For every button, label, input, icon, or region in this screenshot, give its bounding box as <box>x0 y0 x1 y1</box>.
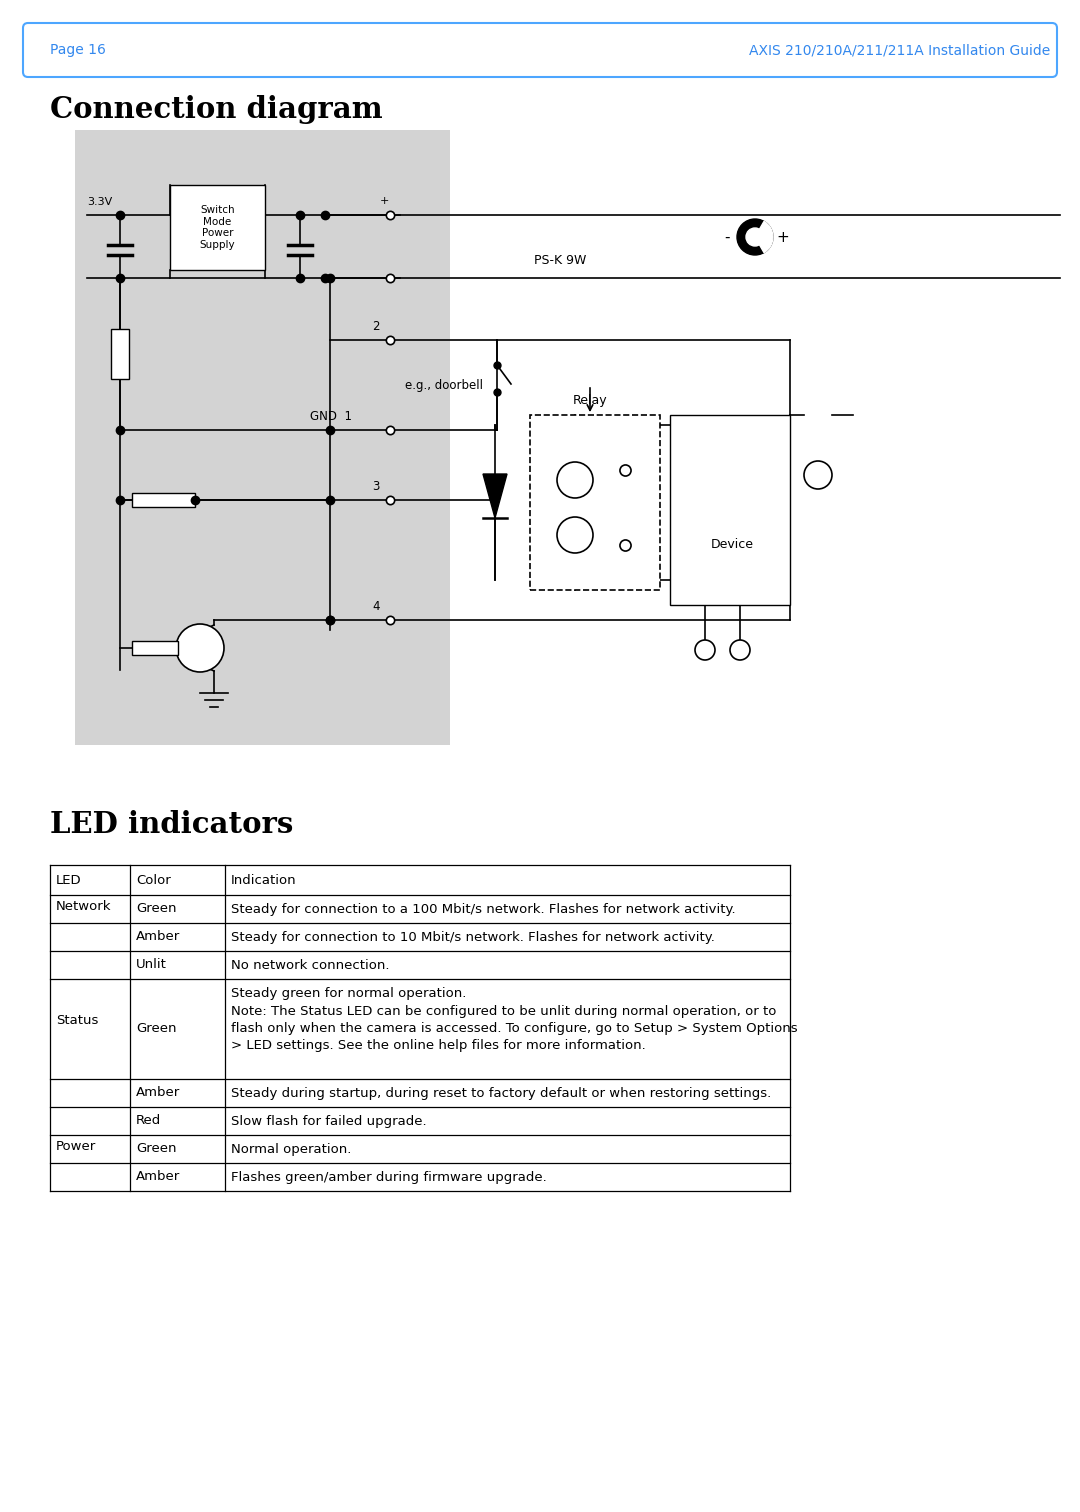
Bar <box>75 130 450 745</box>
Text: +: + <box>380 197 390 206</box>
Text: e.g., doorbell: e.g., doorbell <box>405 378 483 392</box>
Text: Amber: Amber <box>136 1170 180 1184</box>
Text: Steady green for normal operation.
Note: The Status LED can be configured to be : Steady green for normal operation. Note:… <box>231 987 798 1052</box>
Polygon shape <box>483 473 507 519</box>
Bar <box>530 414 660 590</box>
Circle shape <box>804 461 832 488</box>
Text: Green: Green <box>136 903 176 915</box>
Text: Network: Network <box>56 900 111 913</box>
Text: Status: Status <box>56 1015 98 1028</box>
Text: Green: Green <box>136 1022 176 1036</box>
Text: Steady for connection to 10 Mbit/s network. Flashes for network activity.: Steady for connection to 10 Mbit/s netwo… <box>231 931 715 943</box>
Circle shape <box>176 624 224 671</box>
Text: -: - <box>725 230 730 245</box>
Bar <box>670 414 789 605</box>
Text: Flashes green/amber during firmware upgrade.: Flashes green/amber during firmware upgr… <box>231 1170 546 1184</box>
Bar <box>132 641 178 655</box>
Text: Red: Red <box>136 1114 161 1128</box>
Text: PS-K 9W: PS-K 9W <box>534 254 586 266</box>
Text: 4: 4 <box>373 600 380 612</box>
Text: Steady for connection to a 100 Mbit/s network. Flashes for network activity.: Steady for connection to a 100 Mbit/s ne… <box>231 903 735 916</box>
Bar <box>170 184 265 271</box>
Text: LED indicators: LED indicators <box>50 810 294 839</box>
Circle shape <box>730 640 750 661</box>
Text: Color: Color <box>136 874 171 886</box>
Text: Relay: Relay <box>572 395 607 407</box>
Text: 3: 3 <box>373 479 380 493</box>
Bar <box>132 493 195 507</box>
Text: Normal operation.: Normal operation. <box>231 1143 351 1157</box>
Text: No network connection.: No network connection. <box>231 959 390 972</box>
Text: AXIS 210/210A/211/211A Installation Guide: AXIS 210/210A/211/211A Installation Guid… <box>748 42 1050 57</box>
Wedge shape <box>755 221 773 253</box>
Text: 2: 2 <box>373 321 380 333</box>
Text: Power: Power <box>56 1140 96 1154</box>
Bar <box>111 330 129 380</box>
Text: Page 16: Page 16 <box>50 42 106 57</box>
Text: Amber: Amber <box>136 1087 180 1099</box>
Text: Unlit: Unlit <box>136 959 167 972</box>
Text: Amber: Amber <box>136 930 180 943</box>
Text: Indication: Indication <box>231 874 297 886</box>
Text: GND  1: GND 1 <box>310 410 352 423</box>
Circle shape <box>557 463 593 497</box>
Text: Switch
Mode
Power
Supply: Switch Mode Power Supply <box>200 206 235 249</box>
Circle shape <box>696 640 715 661</box>
Circle shape <box>557 517 593 553</box>
Text: Green: Green <box>136 1143 176 1155</box>
Text: Slow flash for failed upgrade.: Slow flash for failed upgrade. <box>231 1114 427 1128</box>
Text: 3.3V: 3.3V <box>87 197 112 207</box>
Circle shape <box>746 228 764 246</box>
Text: LED: LED <box>56 874 82 886</box>
Text: Steady during startup, during reset to factory default or when restoring setting: Steady during startup, during reset to f… <box>231 1087 771 1101</box>
Circle shape <box>737 219 773 256</box>
Text: Device: Device <box>711 538 754 550</box>
Text: Connection diagram: Connection diagram <box>50 95 382 124</box>
Text: +: + <box>777 230 789 245</box>
FancyBboxPatch shape <box>23 23 1057 77</box>
